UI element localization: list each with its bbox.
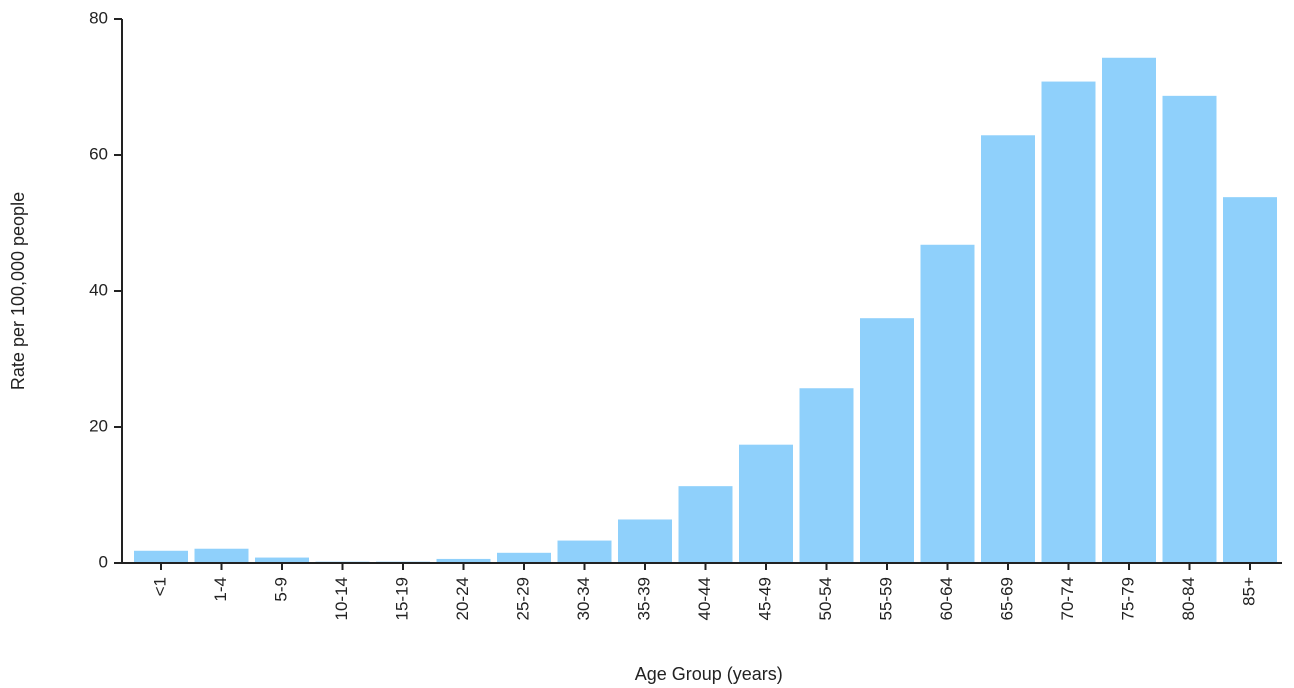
bar [194, 548, 249, 563]
x-tick-label: 75-79 [1118, 577, 1137, 620]
bar [799, 388, 854, 563]
bar [497, 552, 551, 563]
bar [1102, 57, 1156, 563]
bar [739, 444, 793, 563]
x-tick-label: 70-74 [1058, 577, 1077, 620]
x-tick-label: 60-64 [937, 577, 956, 620]
x-tick-label: 80-84 [1179, 577, 1198, 620]
bar [134, 550, 188, 563]
y-tick-label: 20 [89, 416, 108, 435]
y-ticks-layer: 0 20 40 60 80 [89, 8, 122, 571]
x-tick-label: 1-4 [211, 577, 230, 602]
x-tick-label: 55-59 [876, 577, 895, 620]
bar [920, 244, 975, 563]
bars-layer [134, 57, 1277, 563]
x-tick-label: 30-34 [574, 577, 593, 620]
x-tick-label: 65-69 [997, 577, 1016, 620]
bar [1162, 95, 1217, 563]
x-tick-label: 25-29 [513, 577, 532, 620]
y-tick-label: 80 [89, 8, 108, 27]
bar [1041, 81, 1096, 563]
x-tick-label: 40-44 [695, 577, 714, 620]
y-tick-label: 0 [99, 552, 108, 571]
bar [255, 557, 309, 563]
x-tick-label: 50-54 [816, 577, 835, 620]
bar [618, 519, 672, 563]
bar [1223, 197, 1277, 563]
x-tick-label: 5-9 [271, 577, 290, 602]
x-tick-label: 15-19 [392, 577, 411, 620]
bar [678, 486, 733, 563]
x-tick-label: 45-49 [755, 577, 774, 620]
x-axis-title: Age Group (years) [635, 664, 783, 684]
x-tick-label: 35-39 [634, 577, 653, 620]
x-tick-label: 10-14 [332, 577, 351, 620]
y-tick-label: 60 [89, 144, 108, 163]
bar [436, 558, 491, 563]
x-tick-label: <1 [150, 577, 169, 596]
y-tick-label: 40 [89, 280, 108, 299]
bar [860, 318, 914, 563]
bar [981, 135, 1035, 563]
x-tick-label: 85+ [1239, 577, 1258, 606]
bar [557, 540, 612, 563]
y-axis-title: Rate per 100,000 people [8, 192, 28, 390]
x-tick-label: 20-24 [453, 577, 472, 620]
x-ticks-layer: <1 1-4 5-9 10-14 15-19 20-24 25-29 30-34 35-39 40… [150, 563, 1258, 620]
